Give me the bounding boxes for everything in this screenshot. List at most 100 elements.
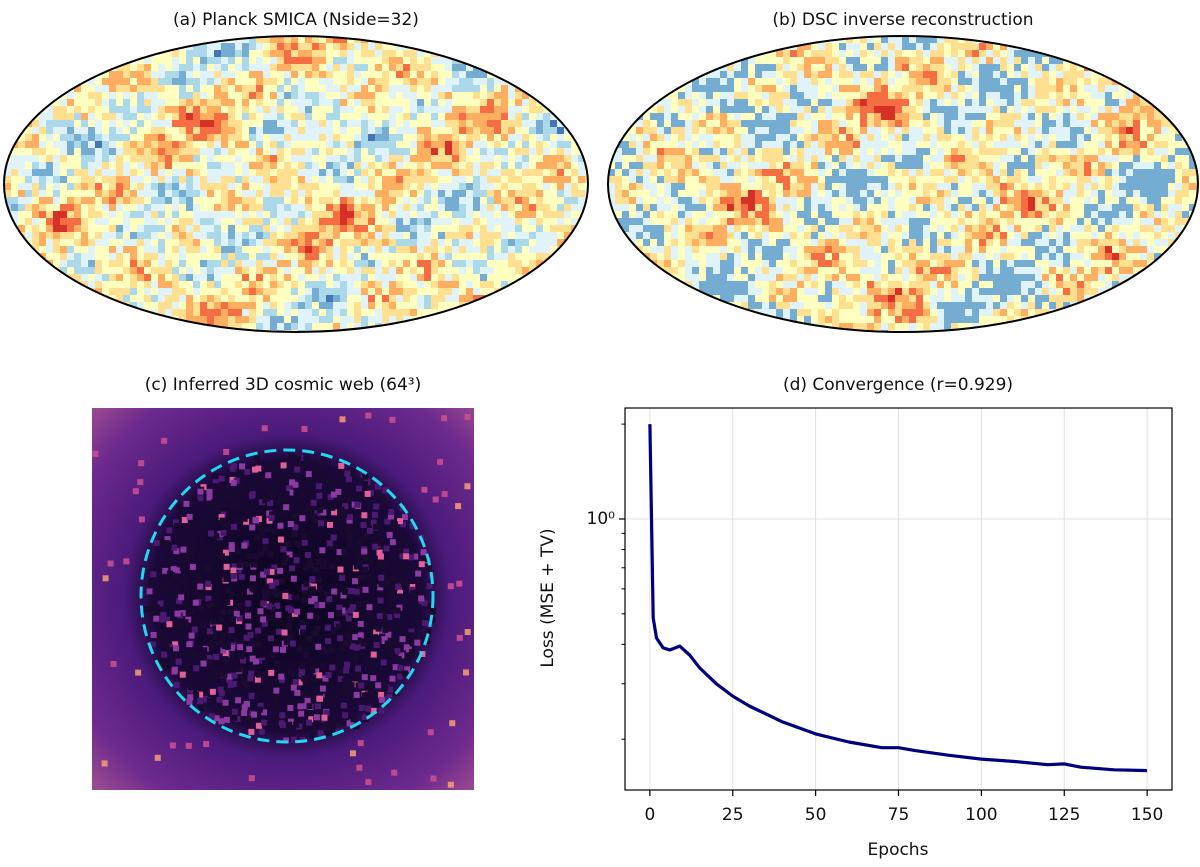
map-cell [958,197,966,205]
map-cell [193,78,201,86]
map-cell [1042,148,1050,156]
map-cell [81,148,89,156]
map-cell [312,288,320,296]
map-cell [417,106,425,114]
map-cell [424,99,432,107]
map-cell [473,288,481,296]
map-cell [417,64,425,72]
map-cell [571,127,579,135]
map-cell [550,211,558,219]
map-cell [1007,197,1015,205]
map-cell [951,85,959,93]
map-cell [95,225,103,233]
map-cell [951,99,959,107]
map-cell [832,141,840,149]
map-cell [235,281,243,289]
map-cell [1168,148,1176,156]
map-cell [650,120,658,128]
map-cell [214,190,222,198]
map-cell [424,232,432,240]
map-cell [347,92,355,100]
map-cell [657,127,665,135]
map-cell [839,99,847,107]
map-cell [657,204,665,212]
map-cell [319,260,327,268]
map-cell [664,141,672,149]
map-cell [811,78,819,86]
map-cell [431,120,439,128]
map-cell [109,106,117,114]
map-cell [263,78,271,86]
map-cell [951,92,959,100]
map-cell [1168,141,1176,149]
map-cell [1077,225,1085,233]
map-cell [102,71,110,79]
map-cell [410,113,418,121]
map-cell [179,176,187,184]
map-cell [1063,183,1071,191]
map-cell [986,232,994,240]
map-cell [466,211,474,219]
map-cell [375,239,383,247]
map-cell [473,267,481,275]
map-cell [685,169,693,177]
map-cell [382,253,390,261]
map-cell [46,218,54,226]
map-cell [671,183,679,191]
map-cell [158,204,166,212]
map-cell [1119,190,1127,198]
map-cell [88,204,96,212]
map-cell [137,274,145,282]
map-cell [797,134,805,142]
map-cell [643,141,651,149]
map-cell [207,106,215,114]
map-cell [151,183,159,191]
map-cell [200,204,208,212]
map-cell [473,246,481,254]
map-cell [762,99,770,107]
map-cell [298,281,306,289]
map-cell [1049,232,1057,240]
map-cell [1119,106,1127,114]
map-cell [972,176,980,184]
map-cell [762,64,770,72]
map-cell [340,197,348,205]
map-cell [116,211,124,219]
map-cell [699,162,707,170]
map-cell [256,71,264,79]
map-cell [438,225,446,233]
map-cell [1000,78,1008,86]
map-cell [53,169,61,177]
map-cell [1000,162,1008,170]
map-cell [825,197,833,205]
map-cell [1182,204,1190,212]
map-cell [249,323,257,331]
map-cell [277,316,285,324]
map-cell [403,281,411,289]
map-cell [522,267,530,275]
map-cell [916,183,924,191]
map-cell [277,218,285,226]
map-cell [18,134,26,142]
map-cell [270,106,278,114]
map-cell [263,295,271,303]
map-cell [501,267,509,275]
map-cell [25,197,33,205]
map-cell [200,267,208,275]
map-cell [550,246,558,254]
map-cell [685,127,693,135]
map-cell [1049,78,1057,86]
map-cell [95,85,103,93]
map-cell [622,218,630,226]
map-cell [790,57,798,65]
map-cell [622,176,630,184]
map-cell [839,155,847,163]
map-cell [270,78,278,86]
map-cell [951,134,959,142]
map-cell [466,260,474,268]
map-cell [221,176,229,184]
map-cell [193,134,201,142]
map-cell [39,176,47,184]
map-cell [944,169,952,177]
map-cell [958,64,966,72]
